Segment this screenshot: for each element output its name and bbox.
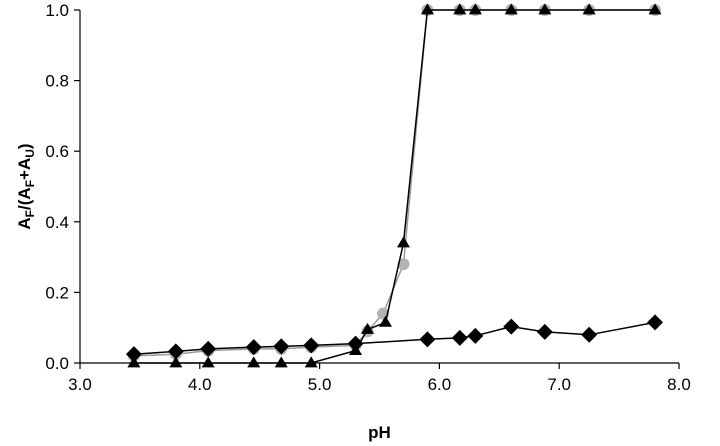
y-axis-title-sub: F — [23, 180, 37, 187]
data-point-triangle — [169, 356, 183, 368]
data-point-diamond — [503, 318, 520, 335]
x-tick-label: 8.0 — [667, 375, 691, 394]
y-axis-title-part: +A — [15, 158, 34, 180]
data-point-circle — [397, 258, 410, 271]
x-tick-label: 4.0 — [188, 375, 212, 394]
x-axis-title: pH — [368, 423, 391, 442]
y-axis-title-part: /(A — [15, 187, 34, 210]
y-axis-title-sub: F — [23, 210, 37, 217]
data-point-diamond — [536, 323, 553, 340]
x-tick-label: 5.0 — [308, 375, 332, 394]
data-point-triangle — [504, 3, 518, 15]
data-point-triangle — [396, 236, 410, 248]
series-circle — [127, 4, 662, 362]
data-point-triangle — [201, 356, 215, 368]
data-point-diamond — [419, 331, 436, 348]
data-point-triangle — [468, 3, 482, 15]
data-point-triangle — [538, 3, 552, 15]
data-point-diamond — [451, 329, 468, 346]
y-axis-title: AF/(AF+AU) — [15, 143, 37, 229]
y-tick-label: 0.8 — [45, 72, 69, 91]
y-tick-label: 0.0 — [45, 354, 69, 373]
x-tick-label: 3.0 — [68, 375, 92, 394]
y-tick-label: 0.4 — [45, 213, 69, 232]
series-layer — [125, 3, 664, 368]
data-point-diamond — [245, 339, 262, 356]
data-point-triangle — [247, 356, 261, 368]
y-tick-label: 0.6 — [45, 142, 69, 161]
data-point-triangle — [274, 356, 288, 368]
data-point-triangle — [453, 3, 467, 15]
x-axis-ticks: 3.0 4.0 5.0 6.0 7.0 8.0 — [68, 363, 691, 394]
plot-area: 3.0 4.0 5.0 6.0 7.0 8.0 0.0 0.2 0.4 0.6 0.8 1.0 — [45, 1, 690, 394]
data-point-diamond — [581, 326, 598, 343]
data-point-triangle — [349, 344, 363, 356]
series-line-circle — [133, 9, 655, 357]
series-line-triangle — [133, 9, 655, 364]
data-point-diamond — [200, 340, 217, 357]
data-point-triangle — [304, 356, 318, 368]
y-tick-label: 0.2 — [45, 283, 69, 302]
data-point-diamond — [347, 335, 364, 352]
data-point-triangle — [582, 3, 596, 15]
series-triangle — [127, 3, 662, 368]
y-axis-title-part: ) — [15, 143, 34, 149]
series-diamond — [125, 314, 664, 363]
y-axis-title-sub: U — [23, 149, 37, 158]
data-point-diamond — [467, 327, 484, 344]
data-point-triangle — [648, 3, 662, 15]
x-tick-label: 7.0 — [547, 375, 571, 394]
data-point-triangle — [361, 322, 375, 334]
data-point-diamond — [273, 338, 290, 355]
data-point-diamond — [647, 314, 664, 331]
data-point-diamond — [125, 346, 142, 363]
data-point-diamond — [303, 337, 320, 354]
y-axis-title-part: A — [15, 217, 34, 229]
data-point-triangle — [420, 3, 434, 15]
y-tick-label: 1.0 — [45, 1, 69, 20]
data-point-triangle — [127, 356, 141, 368]
data-point-triangle — [378, 315, 392, 327]
data-point-diamond — [167, 343, 184, 360]
x-tick-label: 6.0 — [428, 375, 452, 394]
y-axis-ticks: 0.0 0.2 0.4 0.6 0.8 1.0 — [45, 1, 80, 373]
